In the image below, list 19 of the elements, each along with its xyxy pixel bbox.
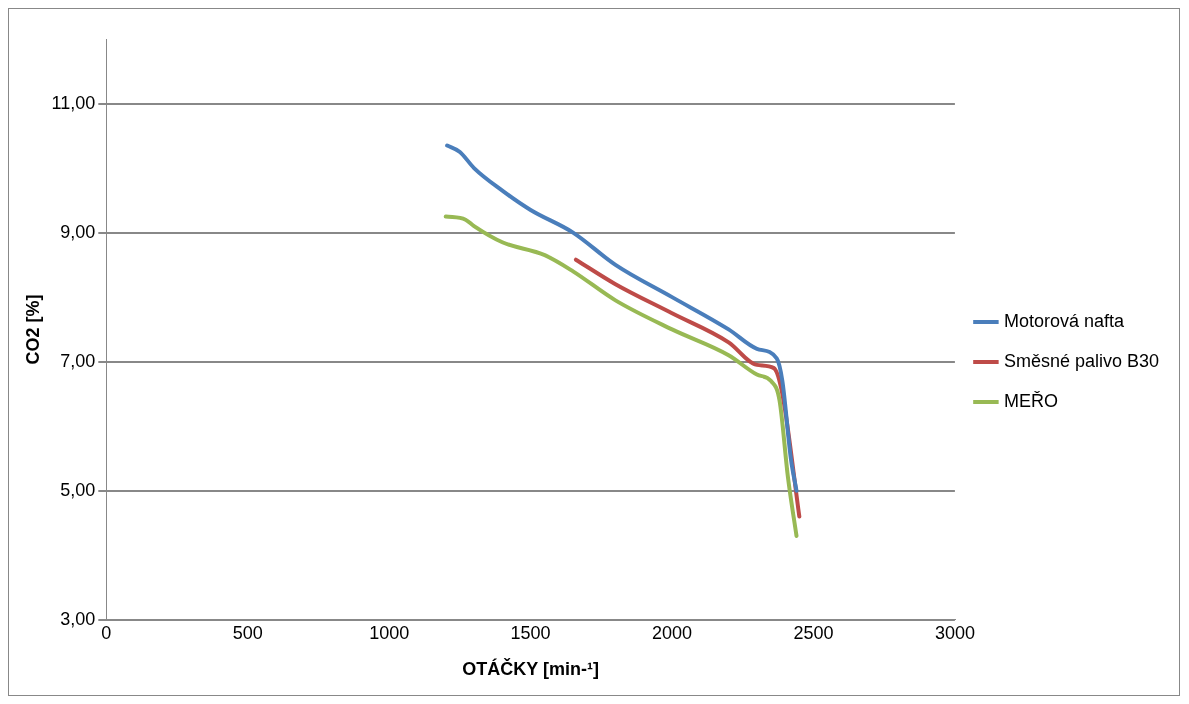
x-tick-label: 1500 xyxy=(510,622,551,643)
y-tick-label: 5,00 xyxy=(60,479,96,500)
line-series xyxy=(443,214,799,538)
y-tick-label: 3,00 xyxy=(60,608,96,629)
y-tick-label: 9,00 xyxy=(60,221,96,242)
y-tick-label: 7,00 xyxy=(60,350,96,371)
x-tick-label: 1000 xyxy=(369,622,410,643)
line-series xyxy=(445,143,799,493)
x-tick-label: 2000 xyxy=(652,622,693,643)
x-tick-label: 500 xyxy=(232,622,263,643)
x-axis-title: OTÁČKY [min-¹] xyxy=(462,658,599,680)
y-axis-title: CO2 [%] xyxy=(22,294,43,365)
x-tick-label: 3000 xyxy=(934,622,975,643)
legend-label: MEŘO xyxy=(1003,390,1058,411)
y-tick-label: 11,00 xyxy=(51,92,96,113)
x-tick-label: 2500 xyxy=(793,622,834,643)
legend-label: Směsné palivo B30 xyxy=(1003,350,1159,371)
x-tick-label: 0 xyxy=(101,622,112,643)
legend-label: Motorová nafta xyxy=(1003,310,1125,331)
